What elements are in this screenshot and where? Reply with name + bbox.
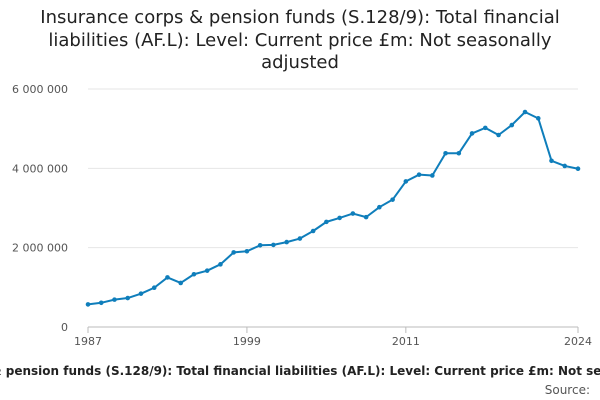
data-point[interactable]	[151, 285, 157, 291]
data-point[interactable]	[218, 262, 223, 267]
y-tick-label: 2 000 000	[12, 242, 68, 255]
x-tick-label: 1987	[74, 335, 102, 348]
data-point[interactable]	[549, 158, 554, 164]
data-point[interactable]	[456, 150, 462, 156]
data-point[interactable]	[165, 275, 170, 280]
gridlines	[88, 88, 578, 249]
x-tick-label: 1999	[233, 335, 261, 348]
chart-title-line-1: Insurance corps & pension funds (S.128/9…	[40, 7, 559, 28]
data-point[interactable]	[310, 228, 316, 234]
data-point[interactable]	[575, 166, 581, 172]
data-point[interactable]	[297, 236, 303, 241]
chart-title-line-2: liabilities (AF.L): Level: Current price…	[48, 30, 552, 51]
data-point[interactable]	[403, 179, 409, 184]
data-point[interactable]	[535, 116, 541, 121]
data-point[interactable]	[522, 109, 528, 115]
data-point[interactable]	[496, 132, 501, 138]
data-point[interactable]	[483, 125, 488, 131]
data-point[interactable]	[390, 197, 395, 202]
source-label: Source:	[545, 383, 590, 397]
data-point[interactable]	[178, 280, 183, 286]
data-point[interactable]	[112, 297, 117, 302]
data-point[interactable]	[350, 211, 356, 216]
y-axis-tick-labels: 0 2 000 000 4 000 000 6 000 000	[12, 83, 68, 334]
data-point[interactable]	[377, 204, 382, 210]
data-point[interactable]	[284, 239, 289, 245]
y-tick-label: 0	[61, 321, 68, 334]
x-axis-tick-labels: 1987 1999 2011 2024	[74, 335, 592, 348]
data-point[interactable]	[231, 250, 236, 255]
data-point[interactable]	[337, 215, 342, 221]
data-point[interactable]	[469, 131, 475, 136]
data-point[interactable]	[257, 242, 263, 248]
data-point[interactable]	[85, 302, 91, 307]
data-point[interactable]	[98, 300, 104, 306]
data-point[interactable]	[244, 248, 250, 254]
chart-title-line-3: adjusted	[261, 52, 339, 73]
data-point[interactable]	[509, 122, 515, 128]
chart-title: Insurance corps & pension funds (S.128/9…	[40, 7, 559, 73]
data-point[interactable]	[271, 242, 276, 248]
data-point[interactable]	[138, 291, 144, 296]
data-point[interactable]	[324, 219, 329, 225]
y-tick-label: 6 000 000	[12, 83, 68, 96]
x-tick-label: 2011	[392, 335, 420, 348]
data-point[interactable]	[562, 163, 568, 169]
axes	[87, 326, 579, 333]
data-point[interactable]	[443, 150, 448, 156]
data-point[interactable]	[430, 173, 435, 178]
data-series	[85, 109, 581, 307]
data-point[interactable]	[125, 295, 131, 301]
x-tick-label: 2024	[564, 335, 592, 348]
data-point[interactable]	[204, 268, 210, 273]
footer-caption: Insurance corps & pension funds (S.128/9…	[0, 364, 600, 378]
data-point[interactable]	[363, 214, 369, 220]
data-point[interactable]	[191, 271, 197, 277]
data-point[interactable]	[416, 172, 422, 177]
chart-footer: Insurance corps & pension funds (S.128/9…	[0, 364, 600, 397]
y-tick-label: 4 000 000	[12, 162, 68, 175]
series-line	[87, 111, 579, 306]
